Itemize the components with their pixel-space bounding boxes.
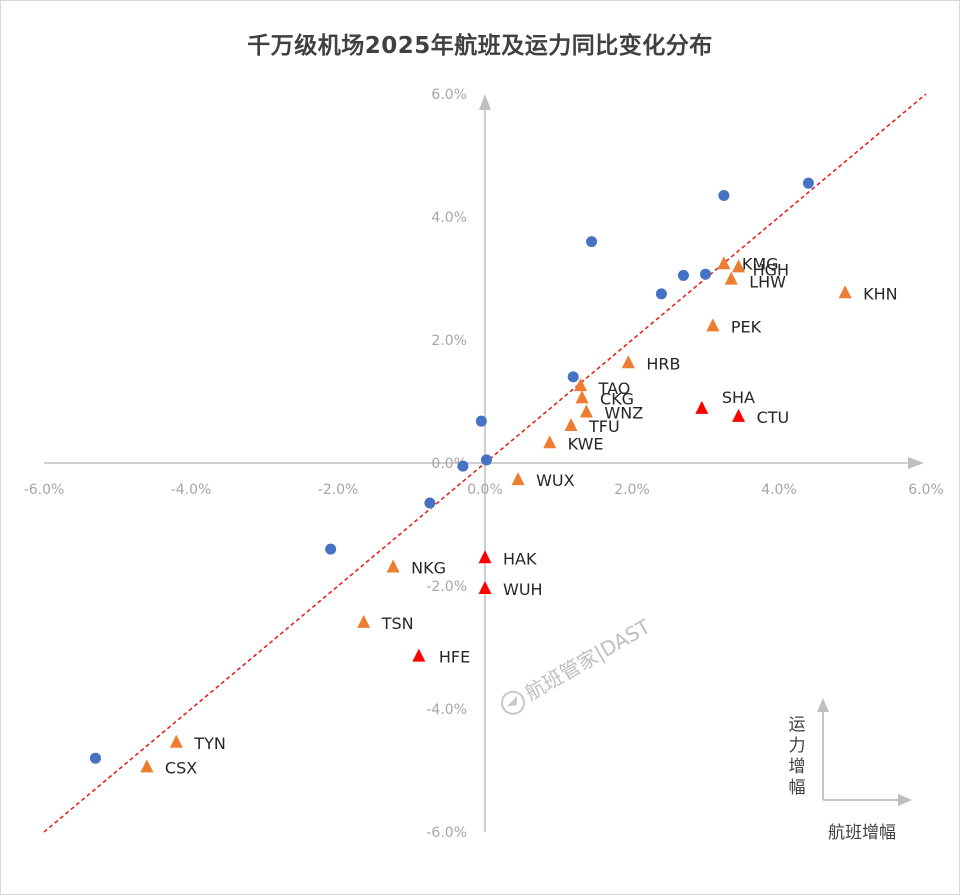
point-label: CKG	[600, 389, 634, 408]
scatter-point-triangle	[140, 759, 154, 773]
axes-group	[44, 94, 924, 832]
scatter-point-circle	[586, 236, 598, 248]
scatter-point-triangle	[575, 390, 589, 404]
point-label: HGH	[753, 260, 789, 279]
scatter-point-triangle	[357, 614, 371, 628]
scatter-point-triangle	[564, 418, 578, 432]
x-tick-label: -2.0%	[318, 482, 359, 498]
scatter-point-triangle	[412, 648, 426, 662]
watermark-text: 航班管家|DAST	[521, 614, 655, 705]
y-tick-label: -4.0%	[426, 702, 467, 718]
point-label: TFU	[588, 417, 620, 436]
scatter-point-circle	[655, 288, 667, 300]
x-tick-label: 6.0%	[908, 482, 944, 498]
point-label: WUH	[503, 580, 543, 599]
point-label: LHW	[749, 273, 786, 292]
scatter-point-triangle	[574, 378, 588, 392]
tick-labels-group: -6.0% -4.0% -2.0% 0.0% 2.0% 4.0% 6.0% -6.0% -4.0…	[24, 87, 944, 841]
scatter-point-circle	[475, 415, 487, 427]
y-tick-label: 6.0%	[431, 87, 467, 103]
scatter-point-triangle	[724, 271, 738, 285]
x-tick-label: 4.0%	[761, 482, 797, 498]
scatter-point-circle	[567, 371, 579, 383]
point-label: HRB	[646, 354, 680, 373]
scatter-point-triangle	[386, 559, 400, 573]
point-label: PEK	[731, 317, 762, 336]
y-axis-arrow	[479, 94, 491, 110]
point-label: NKG	[411, 559, 446, 578]
point-label: KWE	[568, 434, 604, 453]
x-tick-label: -4.0%	[171, 482, 212, 498]
scatter-point-triangle	[695, 400, 709, 414]
scatter-point-triangle	[478, 581, 492, 595]
scatter-point-triangle	[169, 734, 183, 748]
point-label: KHN	[863, 284, 898, 303]
x-axis-arrow	[908, 457, 924, 469]
scatter-point-circle	[700, 268, 711, 280]
scatter-point-circle	[480, 454, 492, 466]
watermark-logo-icon	[501, 690, 525, 715]
y-tick-label: 4.0%	[431, 210, 467, 226]
watermark: 航班管家|DAST	[501, 614, 655, 715]
chart-title: 千万级机场2025年航班及运力同比变化分布	[247, 33, 713, 59]
point-label: CSX	[165, 758, 197, 777]
scatter-point-triangle	[706, 318, 720, 332]
point-label: WUX	[536, 471, 575, 490]
scatter-point-circle	[325, 543, 337, 555]
y-tick-label: -2.0%	[426, 579, 467, 595]
scatter-point-triangle	[511, 472, 525, 486]
point-label: KMG	[742, 254, 779, 273]
point-label: SHA	[722, 388, 755, 407]
legend-y-arrow-head	[817, 698, 829, 712]
scatter-point-triangle	[621, 355, 635, 369]
y-tick-label: 2.0%	[431, 333, 467, 349]
x-tick-label: 0.0%	[467, 482, 503, 498]
y-tick-label: -6.0%	[426, 825, 467, 841]
scatter-point-triangle	[732, 259, 746, 273]
x-tick-label: -6.0%	[24, 482, 65, 498]
scatter-point-triangle	[732, 408, 746, 422]
scatter-point-circle	[677, 269, 689, 281]
x-tick-label: 2.0%	[614, 482, 650, 498]
point-label: WNZ	[604, 404, 643, 423]
legend-y-label: 运力增幅	[789, 715, 806, 798]
point-label: TYN	[193, 734, 226, 753]
watermark-group: 航班管家|DAST	[501, 614, 655, 715]
point-label: HFE	[439, 648, 470, 667]
scatter-point-triangle	[543, 435, 557, 449]
scatter-point-triangle	[478, 550, 492, 564]
legend-x-arrow-head	[898, 794, 912, 806]
legend-x-label: 航班增幅	[828, 823, 896, 843]
scatter-point-circle	[718, 189, 730, 201]
points-group	[89, 177, 852, 773]
point-label: TAO	[598, 379, 631, 398]
point-label: HAK	[503, 549, 537, 568]
scatter-point-circle	[457, 460, 469, 472]
scatter-point-circle	[89, 752, 101, 764]
watermark-plane-icon	[506, 695, 518, 707]
point-label: CTU	[757, 408, 790, 427]
scatter-point-triangle	[717, 256, 731, 270]
scatter-point-triangle	[838, 285, 852, 299]
point-label: TSN	[381, 614, 414, 633]
scatter-point-circle	[802, 177, 814, 189]
scatter-point-circle	[424, 497, 436, 509]
scatter-point-triangle	[579, 404, 593, 418]
